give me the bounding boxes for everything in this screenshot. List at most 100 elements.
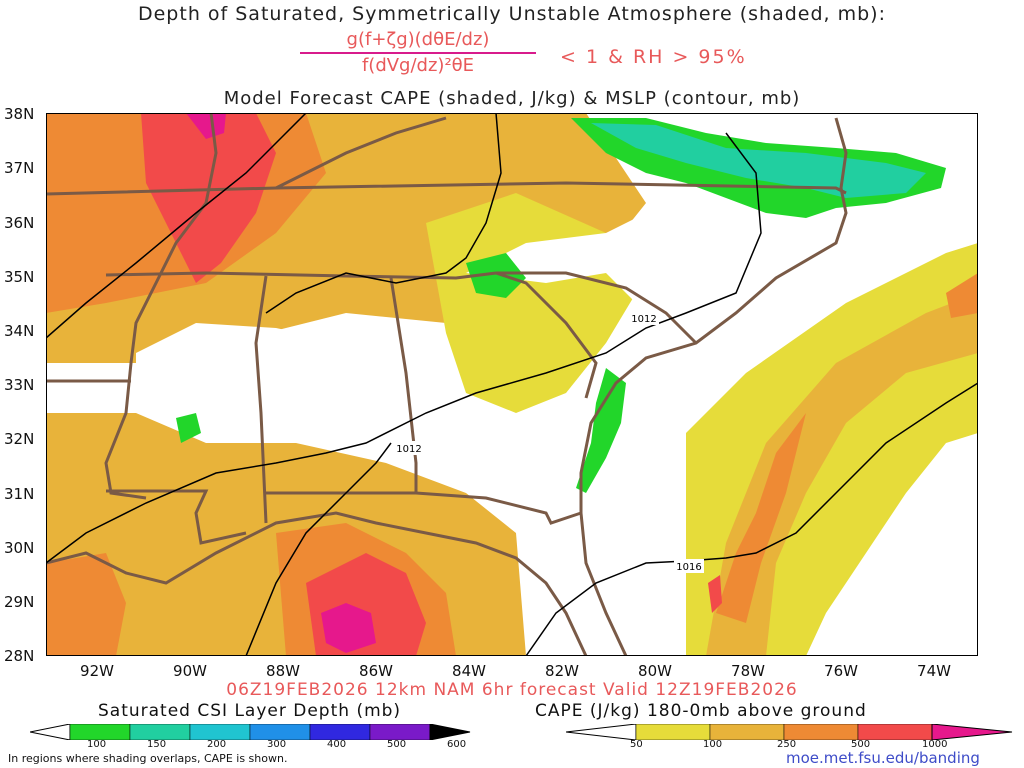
border-ga-sc	[495, 271, 598, 399]
lon-label-92w: 92W	[80, 662, 114, 680]
isobar-west	[46, 113, 307, 339]
lat-label-28n: 28N	[4, 647, 35, 665]
map-title: Depth of Saturated, Symmetrically Unstab…	[137, 3, 886, 25]
lat-label-36n: 36N	[4, 214, 35, 232]
lon-label-84w: 84W	[452, 662, 486, 680]
cape-gap-ms-al	[136, 323, 376, 433]
border-mississippi-river	[104, 113, 218, 500]
isobar-1016	[525, 382, 978, 656]
isobar-1012	[46, 132, 762, 564]
cape-tick-50: 50	[630, 739, 643, 750]
csi-bin-above	[429, 724, 471, 740]
border-va	[275, 116, 447, 190]
lon-label-88w: 88W	[266, 662, 300, 680]
lat-label-35n: 35N	[4, 268, 35, 286]
cape-bin-below	[566, 724, 637, 740]
contour-label-1012-west: 1012	[396, 444, 421, 455]
cape-gap-appalachia	[466, 203, 766, 343]
lon-label-76w: 76W	[824, 662, 858, 680]
isobar-south-west	[245, 442, 392, 656]
csi-bin-150	[129, 724, 191, 740]
csi-tick-300: 300	[267, 739, 287, 750]
isobar-1012-north	[265, 113, 502, 314]
cape-gap-gulf-east	[526, 403, 686, 656]
cape-region-magenta-north	[186, 113, 226, 139]
lat-label-29n: 29N	[4, 593, 35, 611]
csi-bin-below	[30, 724, 71, 740]
lon-label-78w: 78W	[731, 662, 765, 680]
cape-region-gulf-magenta	[321, 603, 376, 653]
map-frame	[46, 113, 978, 656]
coast-florida-east	[579, 512, 628, 656]
csi-bin-500	[369, 724, 431, 740]
cape-bin-250	[783, 724, 859, 740]
cape-region-atlantic-red	[708, 575, 722, 613]
csi-colorbar-title: Saturated CSI Layer Depth (mb)	[98, 701, 402, 721]
contour-labels: 1012 1012 1016	[394, 311, 704, 573]
cape-shading	[46, 113, 978, 656]
cape-region-tx-orange	[46, 553, 126, 656]
lat-label-30n: 30N	[4, 539, 35, 557]
csi-tick-600: 600	[447, 739, 467, 750]
cape-tick-250: 250	[777, 739, 797, 750]
border-al-ga	[389, 277, 418, 493]
cape-tick-100: 100	[703, 739, 723, 750]
lon-label-80w: 80W	[638, 662, 672, 680]
overlap-note: In regions where shading overlaps, CAPE …	[8, 752, 288, 765]
border-ga-fl	[266, 491, 582, 525]
cape-bin-500	[857, 724, 933, 740]
formula-numerator: g(f+ζg)(dθE/dz)	[346, 29, 490, 50]
mslp-contours	[46, 113, 978, 656]
csi-condition: < 1 & RH > 95%	[560, 46, 747, 68]
csi-criterion-formula: g(f+ζg)(dθE/dz) f(dVg/dz)²θE	[300, 29, 536, 77]
cape-tick-1000: 1000	[922, 739, 948, 750]
cape-region-atlantic-orange	[706, 293, 978, 656]
cape-region-atlantic-darkorange	[716, 413, 806, 623]
lon-label-86w: 86W	[359, 662, 393, 680]
cape-colorbar-title: CAPE (J/kg) 180-0mb above ground	[535, 701, 867, 721]
cape-tick-500: 500	[851, 739, 871, 750]
csi-tick-200: 200	[207, 739, 227, 750]
lat-label-34n: 34N	[4, 322, 35, 340]
border-tn-south	[105, 271, 497, 280]
csi-tick-400: 400	[327, 739, 347, 750]
border-nc-sc	[496, 271, 698, 345]
lat-label-33n: 33N	[4, 376, 35, 394]
lat-label-32n: 32N	[4, 430, 35, 448]
csi-bin-300	[249, 724, 311, 740]
cape-region-atlantic-east-orange	[946, 273, 978, 318]
coast-gulf	[46, 511, 588, 656]
lon-label-90w: 90W	[173, 662, 207, 680]
contour-label-1016: 1016	[676, 562, 701, 573]
csi-region-nc-piedmont	[466, 253, 526, 298]
cape-bin-50	[635, 724, 711, 740]
lat-label-31n: 31N	[4, 485, 35, 503]
contour-label-1012-east: 1012	[631, 314, 656, 325]
cape-colorbar	[566, 724, 1013, 740]
map-subtitle: Model Forecast CAPE (shaded, J/kg) & MSL…	[223, 88, 801, 109]
forecast-map: 1012 1012 1016	[46, 113, 978, 656]
border-tn-ky	[46, 181, 847, 196]
coast-atlantic	[579, 117, 848, 513]
csi-region-ms-spot	[176, 413, 201, 443]
csi-region-sc-coast	[576, 368, 626, 493]
csi-tick-500: 500	[387, 739, 407, 750]
csi-tick-150: 150	[147, 739, 167, 750]
csi-bin-100	[69, 724, 131, 740]
border-ms-al	[254, 275, 268, 524]
state-borders	[46, 113, 848, 656]
csi-colorbar	[30, 724, 471, 740]
cape-bin-above	[931, 724, 1013, 740]
source-url[interactable]: moe.met.fsu.edu/banding	[786, 749, 980, 767]
cape-bin-100	[709, 724, 785, 740]
csi-bin-400	[309, 724, 371, 740]
csi-bin-200	[189, 724, 251, 740]
csi-tick-100: 100	[87, 739, 107, 750]
lat-label-37n: 37N	[4, 159, 35, 177]
lon-label-74w: 74W	[917, 662, 951, 680]
formula-denominator: f(dVg/dz)²θE	[361, 55, 475, 76]
cape-gap-atlantic	[626, 173, 978, 393]
fraction-bar	[300, 52, 536, 54]
lat-label-38n: 38N	[4, 105, 35, 123]
valid-time: 06Z19FEB2026 12km NAM 6hr forecast Valid…	[226, 680, 798, 700]
